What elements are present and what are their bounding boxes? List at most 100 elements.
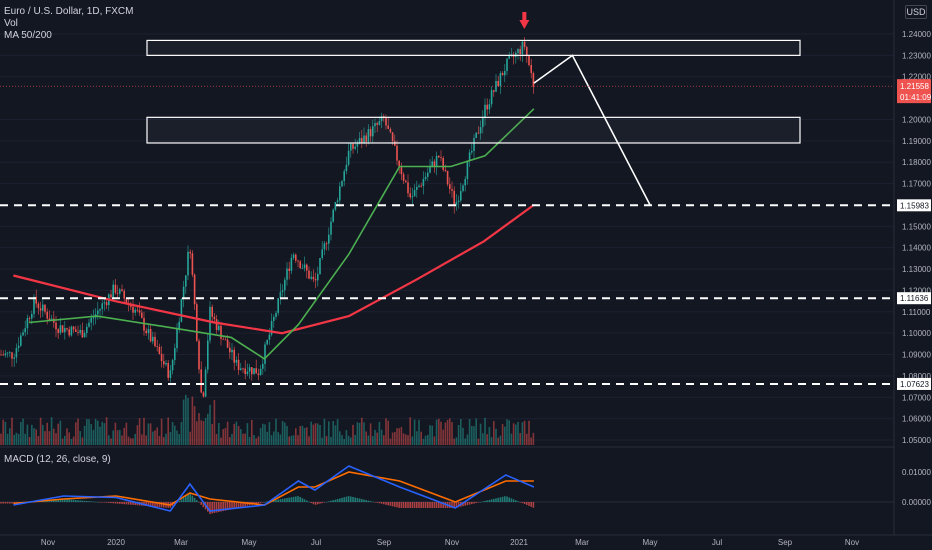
price-tick-label: 1.24000 bbox=[902, 30, 931, 39]
volume-bar bbox=[189, 431, 191, 445]
volume-bar bbox=[484, 417, 486, 445]
candle-body bbox=[301, 267, 304, 269]
volume-bar bbox=[409, 417, 411, 445]
macd-histogram-bar bbox=[378, 502, 381, 504]
macd-histogram-bar bbox=[361, 499, 363, 502]
candle-body bbox=[266, 339, 268, 345]
time-tick-label: Jul bbox=[311, 538, 321, 547]
volume-bar bbox=[380, 429, 383, 445]
macd-histogram-bar bbox=[477, 502, 480, 503]
candle-body bbox=[105, 302, 108, 306]
candle-body bbox=[440, 157, 442, 159]
volume-bar bbox=[61, 438, 64, 445]
macd-histogram-bar bbox=[497, 497, 499, 502]
candle-body bbox=[312, 276, 315, 280]
candle-body bbox=[180, 299, 183, 322]
candle-body bbox=[477, 132, 480, 134]
volume-bar bbox=[284, 422, 286, 445]
volume-bar bbox=[343, 438, 345, 445]
macd-histogram-bar bbox=[158, 502, 161, 508]
candle-body bbox=[97, 310, 99, 315]
currency-badge[interactable]: USD bbox=[905, 5, 927, 19]
candle-body bbox=[517, 49, 519, 53]
macd-histogram-bar bbox=[493, 498, 495, 502]
candle-body bbox=[17, 345, 20, 349]
volume-bar bbox=[339, 431, 341, 445]
volume-bar bbox=[361, 417, 363, 445]
volume-bar bbox=[114, 422, 117, 445]
candle-body bbox=[268, 334, 271, 340]
volume-bar bbox=[312, 424, 315, 445]
macd-histogram-bar bbox=[512, 499, 515, 502]
macd-histogram-bar bbox=[464, 502, 466, 506]
volume-bar bbox=[457, 425, 460, 445]
price-tick-label: 1.10000 bbox=[902, 329, 931, 338]
volume-bar bbox=[218, 422, 220, 445]
macd-histogram-bar bbox=[532, 502, 535, 508]
volume-bar bbox=[191, 396, 194, 445]
macd-histogram-bar bbox=[110, 502, 112, 504]
macd-histogram-bar bbox=[130, 502, 132, 505]
volume-bar bbox=[235, 421, 238, 445]
candle-body bbox=[42, 304, 44, 311]
macd-histogram-bar bbox=[339, 498, 341, 502]
volume-bar bbox=[165, 433, 167, 445]
candle-body bbox=[6, 352, 9, 354]
volume-bar bbox=[200, 420, 202, 445]
candle-body bbox=[398, 160, 400, 168]
candle-body bbox=[290, 257, 293, 271]
candle-body bbox=[308, 270, 310, 279]
macd-histogram-bar bbox=[376, 502, 378, 503]
macd-histogram-bar bbox=[99, 502, 101, 503]
candle-body bbox=[451, 189, 453, 191]
macd-histogram-bar bbox=[317, 502, 319, 505]
volume-bar bbox=[229, 437, 231, 445]
volume-bar bbox=[240, 429, 242, 445]
volume-bar bbox=[119, 429, 121, 445]
macd-histogram-bar bbox=[308, 501, 310, 503]
volume-bar bbox=[57, 423, 59, 445]
candle-body bbox=[453, 190, 455, 206]
volume-bar bbox=[169, 432, 172, 445]
macd-histogram-bar bbox=[81, 500, 84, 502]
volume-bar bbox=[66, 428, 68, 445]
macd-histogram-bar bbox=[325, 501, 328, 503]
price-tick-label: 1.22000 bbox=[902, 73, 931, 82]
volume-bar bbox=[204, 417, 207, 445]
price-tick-label: 1.18000 bbox=[902, 158, 931, 167]
candle-body bbox=[288, 268, 290, 271]
candle-body bbox=[354, 146, 356, 149]
macd-histogram-bar bbox=[400, 502, 403, 508]
candle-body bbox=[281, 290, 284, 292]
macd-histogram-bar bbox=[323, 502, 326, 503]
candle-body bbox=[455, 201, 458, 206]
macd-histogram-bar bbox=[416, 502, 418, 508]
volume-bar bbox=[145, 435, 147, 445]
macd-histogram-bar bbox=[174, 502, 176, 505]
volume-bar bbox=[116, 430, 119, 445]
candle-body bbox=[200, 369, 202, 393]
current-price-label: 1.21558 bbox=[900, 82, 929, 91]
macd-histogram-bar bbox=[418, 502, 420, 508]
candle-body bbox=[328, 234, 330, 244]
volume-bar bbox=[391, 432, 394, 445]
candle-body bbox=[490, 90, 493, 105]
candle-body bbox=[0, 354, 2, 356]
candle-body bbox=[310, 276, 312, 279]
macd-histogram-bar bbox=[363, 499, 365, 502]
candle-body bbox=[416, 186, 418, 190]
volume-bar bbox=[411, 436, 414, 445]
candle-body bbox=[497, 80, 499, 87]
volume-bar bbox=[35, 429, 37, 445]
candle-body bbox=[464, 179, 466, 186]
volume-bar bbox=[325, 436, 328, 445]
macd-histogram-bar bbox=[257, 502, 260, 504]
macd-histogram-bar bbox=[233, 502, 235, 509]
candle-body bbox=[363, 135, 365, 143]
volume-bar bbox=[39, 417, 42, 445]
volume-bar bbox=[209, 404, 211, 445]
candle-body bbox=[70, 326, 73, 336]
candle-body bbox=[138, 310, 141, 313]
candle-body bbox=[396, 145, 398, 161]
